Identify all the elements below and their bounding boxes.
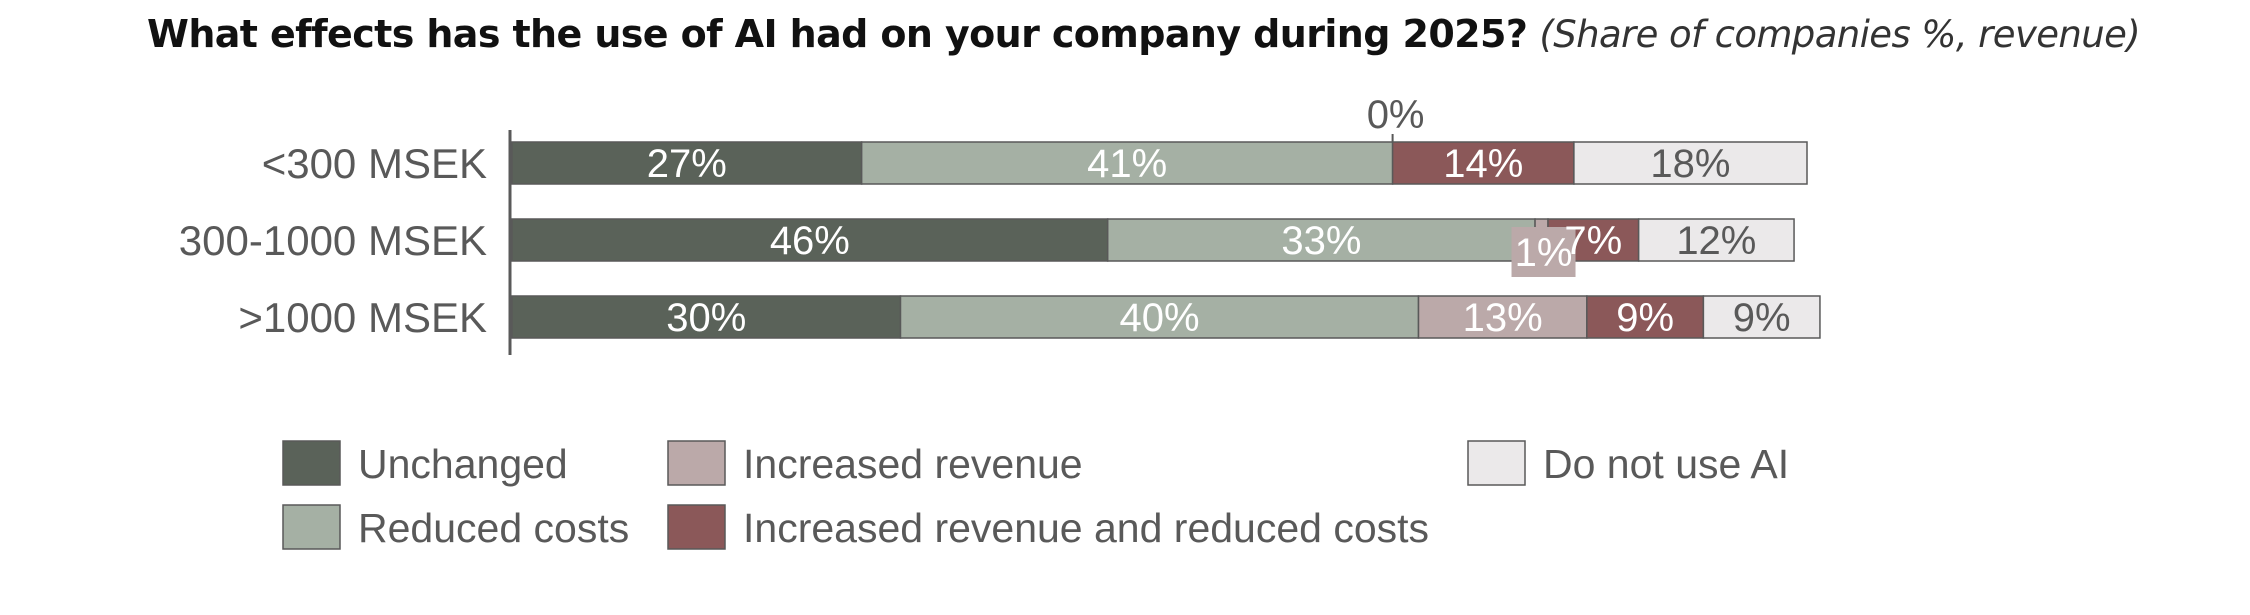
category-label: >1000 MSEK [238, 294, 487, 341]
bar-segment [899, 295, 1420, 339]
data-label: 18% [1650, 142, 1730, 186]
bar-segment [1106, 218, 1536, 262]
bar-segment [1417, 295, 1588, 339]
legend-swatch [282, 504, 341, 550]
category-labels: <300 MSEK 300-1000 MSEK >1000 MSEK [179, 140, 487, 341]
bar-segment [1637, 218, 1795, 262]
data-label: 12% [1676, 219, 1756, 263]
bars-layer [511, 141, 1821, 339]
legend-label: Increased revenue and reduced costs [743, 505, 1429, 551]
data-label: 46% [770, 219, 850, 263]
legend-label: Reduced costs [358, 505, 629, 551]
data-label-callout [1511, 227, 1576, 277]
data-label: 30% [666, 296, 746, 340]
data-label: 14% [1443, 142, 1523, 186]
data-label: 13% [1463, 296, 1543, 340]
legend: Unchanged Reduced costs Increased revenue I… [282, 440, 1789, 551]
legend-label: Do not use AI [1543, 441, 1789, 487]
bar-segment [1573, 141, 1808, 185]
category-label: <300 MSEK [262, 140, 487, 187]
data-label: 40% [1119, 296, 1199, 340]
bar-segment [511, 141, 863, 185]
data-label: 9% [1616, 296, 1674, 340]
legend-swatch [667, 504, 726, 550]
axis-tick-label: 0% [1367, 93, 1425, 137]
legend-label: Unchanged [358, 441, 568, 487]
bar-segment [511, 295, 902, 339]
chart-title-main: What effects has the use of AI had on yo… [147, 12, 1528, 56]
category-label: 300-1000 MSEK [179, 217, 487, 264]
data-label: 7% [1564, 219, 1622, 263]
data-label: 9% [1733, 296, 1791, 340]
legend-swatch [1467, 440, 1526, 486]
bar-segment [1702, 295, 1821, 339]
bar-segment [511, 218, 1109, 262]
data-label: 27% [647, 142, 727, 186]
legend-label: Increased revenue [743, 441, 1083, 487]
data-label: 41% [1087, 142, 1167, 186]
legend-swatch [282, 440, 341, 486]
data-label: 33% [1281, 219, 1361, 263]
data-label: 1% [1515, 231, 1573, 275]
data-labels-layer: 27% 41% 14% 18% 46% 33% 1%7% 12% 30% 40% 13% 9% 9% [647, 142, 1791, 340]
legend-swatch [667, 440, 726, 486]
chart-subtitle: (Share of companies %, revenue) [1539, 13, 2141, 56]
chart-title: What effects has the use of AI had on yo… [147, 12, 2141, 56]
